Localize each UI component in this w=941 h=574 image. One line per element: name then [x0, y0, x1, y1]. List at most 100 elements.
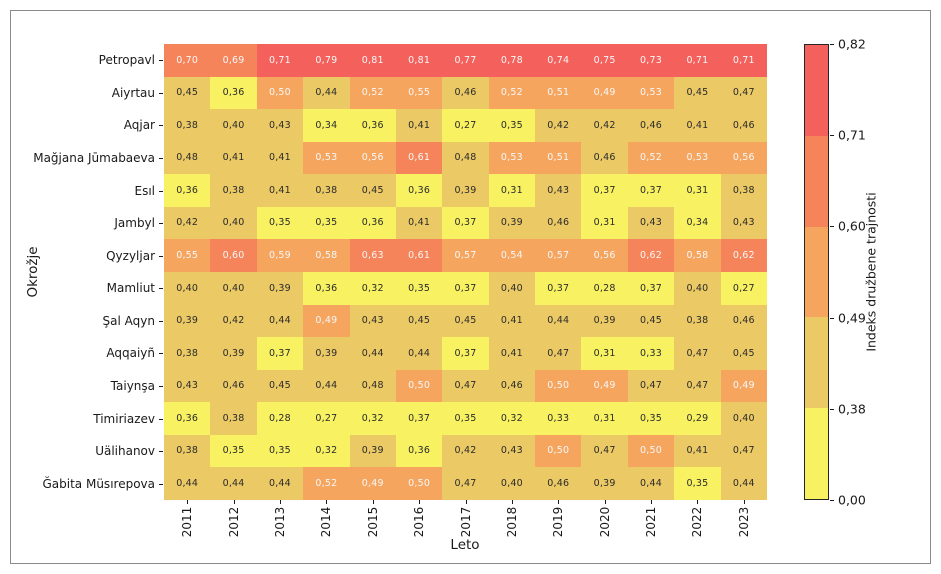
x-tick-label: 2018 — [504, 506, 519, 538]
x-tick — [372, 500, 374, 504]
heatmap-cell: 0,39 — [488, 206, 536, 240]
x-tick-label: 2021 — [644, 506, 659, 538]
heatmap-cell: 0,45 — [720, 337, 767, 370]
heatmap-cell: 0,35 — [488, 109, 536, 142]
colorbar-tick — [830, 226, 834, 228]
heatmap-cell: 0,46 — [581, 141, 628, 175]
heatmap-cell: 0,44 — [164, 467, 211, 500]
heatmap-cell: 0,50 — [256, 76, 304, 110]
heatmap-cell: 0,43 — [164, 369, 211, 403]
heatmap-cell: 0,41 — [256, 141, 304, 175]
heatmap-cell: 0,38 — [164, 434, 211, 468]
heatmap-cell: 0,52 — [488, 76, 536, 110]
heatmap-cell: 0,49 — [581, 369, 628, 403]
heatmap-cell: 0,40 — [210, 109, 257, 142]
heatmap-cell: 0,61 — [395, 239, 443, 272]
heatmap-cell: 0,74 — [535, 44, 582, 77]
heatmap-cell: 0,37 — [442, 272, 489, 305]
x-tick — [697, 500, 699, 504]
heatmap-cell: 0,46 — [210, 369, 257, 403]
heatmap-cell: 0,32 — [488, 402, 536, 435]
heatmap-cell: 0,40 — [164, 272, 211, 305]
x-tick — [187, 500, 189, 504]
y-tick — [159, 418, 163, 420]
heatmap-cell: 0,36 — [395, 434, 443, 468]
heatmap-cell: 0,69 — [210, 44, 257, 77]
heatmap-cell: 0,36 — [164, 402, 211, 435]
colorbar-segment — [805, 408, 828, 499]
heatmap-cell: 0,41 — [488, 304, 536, 338]
y-tick — [159, 158, 163, 159]
y-tick-label: Aqqaiyñ — [106, 346, 155, 361]
heatmap-cell: 0,53 — [488, 141, 536, 175]
heatmap-cell: 0,35 — [395, 272, 443, 305]
heatmap-cell: 0,43 — [535, 174, 582, 207]
heatmap-cell: 0,45 — [395, 304, 443, 338]
heatmap-cell: 0,45 — [442, 304, 489, 338]
x-tick-label: 2020 — [597, 506, 612, 538]
heatmap-cell: 0,47 — [720, 434, 767, 468]
heatmap-cell: 0,55 — [164, 239, 211, 272]
heatmap-cell: 0,47 — [535, 337, 582, 370]
heatmap-cell: 0,41 — [395, 206, 443, 240]
heatmap-cell: 0,39 — [164, 304, 211, 338]
heatmap-cell: 0,37 — [627, 272, 675, 305]
heatmap-cell: 0,62 — [627, 239, 675, 272]
heatmap-cell: 0,39 — [256, 272, 304, 305]
heatmap-cell: 0,44 — [720, 467, 767, 500]
heatmap-cell: 0,35 — [256, 206, 304, 240]
heatmap-cell: 0,51 — [535, 76, 582, 110]
heatmap-cell: 0,46 — [720, 304, 767, 338]
heatmap-cell: 0,77 — [442, 44, 489, 77]
heatmap-cell: 0,45 — [674, 76, 721, 110]
heatmap-cell: 0,47 — [674, 369, 721, 403]
y-tick — [159, 353, 163, 355]
heatmap-cell: 0,49 — [303, 304, 350, 338]
heatmap-cell: 0,39 — [442, 174, 489, 207]
y-tick — [159, 451, 163, 453]
heatmap-cell: 0,41 — [488, 337, 536, 370]
colorbar-tick — [830, 317, 834, 319]
heatmap-cell: 0,49 — [720, 369, 767, 403]
colorbar-tick — [830, 408, 834, 410]
heatmap-cell: 0,59 — [256, 239, 304, 272]
heatmap-cell: 0,36 — [303, 272, 350, 305]
heatmap-cell: 0,36 — [210, 76, 257, 110]
heatmap-cell: 0,47 — [442, 369, 489, 403]
y-tick-label: Petropavl — [98, 53, 155, 68]
heatmap-cell: 0,35 — [442, 402, 489, 435]
y-tick-label: Qyzyljar — [106, 248, 155, 263]
heatmap-cell: 0,50 — [535, 434, 582, 468]
heatmap-cell: 0,29 — [674, 402, 721, 435]
x-tick-label: 2012 — [226, 506, 241, 538]
heatmap-cell: 0,38 — [210, 174, 257, 207]
x-tick — [604, 500, 606, 504]
heatmap-cell: 0,41 — [256, 174, 304, 207]
y-tick-label: Ğabita Müsırepova — [42, 476, 156, 491]
heatmap-cell: 0,36 — [349, 206, 396, 240]
heatmap-cell: 0,32 — [303, 434, 350, 468]
heatmap-cell: 0,58 — [303, 239, 350, 272]
heatmap-cell: 0,63 — [349, 239, 396, 272]
x-tick-label: 2014 — [319, 506, 334, 538]
heatmap-cell: 0,35 — [627, 402, 675, 435]
heatmap-cell: 0,38 — [303, 174, 350, 207]
heatmap-cell: 0,40 — [488, 272, 536, 305]
heatmap-cell: 0,45 — [349, 174, 396, 207]
y-tick — [159, 223, 163, 225]
x-tick — [233, 500, 235, 504]
heatmap-cell: 0,44 — [349, 337, 396, 370]
heatmap-cell: 0,78 — [488, 44, 536, 77]
heatmap-cell: 0,35 — [256, 434, 304, 468]
heatmap-cell: 0,46 — [535, 206, 582, 240]
y-tick-label: Mamliut — [106, 281, 155, 296]
colorbar-tick-label: 0,49 — [838, 310, 866, 326]
heatmap-cell: 0,71 — [720, 44, 767, 77]
colorbar-label: Indeks družbene trajnosti — [863, 192, 879, 352]
y-tick — [159, 320, 163, 322]
heatmap-cell: 0,31 — [581, 337, 628, 370]
heatmap-cell: 0,36 — [395, 174, 443, 207]
heatmap-cell: 0,39 — [581, 304, 628, 338]
y-tick-label: Uälihanov — [95, 444, 155, 459]
x-tick — [419, 500, 421, 504]
